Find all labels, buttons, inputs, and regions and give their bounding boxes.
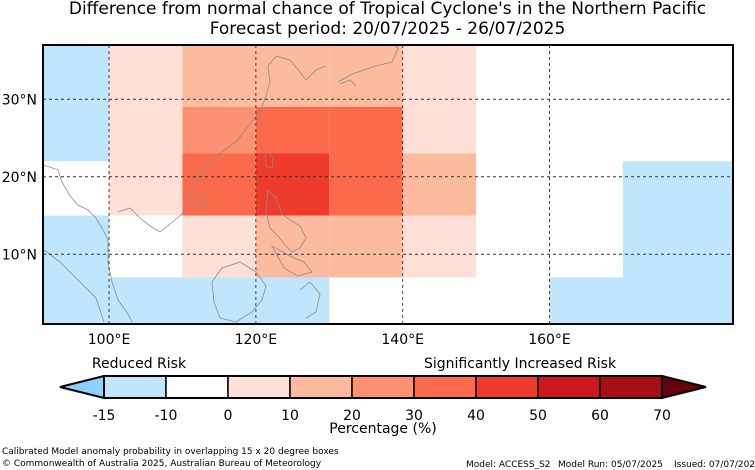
anomaly-cell xyxy=(549,277,733,324)
anomaly-cell xyxy=(402,107,477,154)
anomaly-cell xyxy=(182,107,256,154)
anomaly-cell xyxy=(43,107,110,162)
colorbar-extend-high xyxy=(661,374,707,400)
anomaly-cell xyxy=(622,161,733,278)
colorbar-extend-low xyxy=(59,374,105,400)
anomaly-cell xyxy=(622,45,733,162)
anomaly-cells xyxy=(43,45,733,324)
increased-risk-label: Significantly Increased Risk xyxy=(423,356,617,372)
anomaly-cell xyxy=(109,215,183,278)
colorbar-tick-label: 50 xyxy=(529,408,547,424)
anomaly-cell xyxy=(255,215,330,278)
colorbar-bin xyxy=(351,375,415,399)
colorbar-tick-label: 60 xyxy=(591,408,609,424)
colorbar-tick-label: 70 xyxy=(653,408,671,424)
colorbar-bin xyxy=(537,375,601,399)
anomaly-cell xyxy=(109,45,183,107)
latitude-tick-label: 20°N xyxy=(2,170,37,186)
anomaly-cell xyxy=(402,215,477,278)
map-title-line1: Difference from normal chance of Tropica… xyxy=(68,0,707,19)
anomaly-cell xyxy=(329,45,403,107)
longitude-tick-label: 160°E xyxy=(528,332,571,348)
anomaly-cell xyxy=(109,107,183,216)
colorbar-tick-label: -10 xyxy=(155,408,178,424)
graticule xyxy=(43,45,733,324)
colorbar-frame xyxy=(103,375,663,399)
reduced-risk-label: Reduced Risk xyxy=(91,356,187,372)
anomaly-cell xyxy=(402,45,477,107)
anomaly-cell xyxy=(329,107,403,216)
longitude-tick-label: 140°E xyxy=(381,332,424,348)
colorbar-tick-label: 20 xyxy=(343,408,361,424)
latitude-tick-label: 10°N xyxy=(2,247,37,263)
footer-model: Model: ACCESS_S2 xyxy=(466,460,551,470)
map-title-line2: Forecast period: 20/07/2025 - 26/07/2025 xyxy=(209,19,566,39)
anomaly-cell xyxy=(549,45,623,278)
latitude-tick-label: 30°N xyxy=(2,92,37,108)
colorbar-bin xyxy=(103,375,167,399)
anomaly-cell xyxy=(109,277,330,324)
anomaly-cell xyxy=(255,107,330,154)
coastline-outlines xyxy=(43,45,399,323)
anomaly-cell xyxy=(182,215,256,278)
footer-model-run: Model Run: 05/07/2025 xyxy=(558,460,663,470)
colorbar: -15 -10 0 10 20 30 40 50 60 70 xyxy=(59,374,707,424)
colorbar-bin xyxy=(227,375,291,399)
colorbar-bin xyxy=(165,375,229,399)
colorbar-bin xyxy=(413,375,477,399)
map-frame xyxy=(42,44,734,325)
colorbar-tick-label: 30 xyxy=(405,408,423,424)
anomaly-cell xyxy=(43,215,110,324)
anomaly-cell xyxy=(43,161,110,216)
anomaly-cell xyxy=(182,153,256,216)
anomaly-cell xyxy=(402,153,477,216)
colorbar-tick-label: -15 xyxy=(93,408,116,424)
colorbar-bin xyxy=(599,375,663,399)
colorbar-axis-label: Percentage (%) xyxy=(329,421,437,437)
footer-copyright: © Commonwealth of Australia 2025, Austra… xyxy=(2,459,322,469)
colorbar-tick-label: 40 xyxy=(467,408,485,424)
colorbar-tick-label: 0 xyxy=(224,408,233,424)
colorbar-bin xyxy=(475,375,539,399)
anomaly-cell xyxy=(329,215,403,278)
longitude-tick-label: 120°E xyxy=(235,332,278,348)
anomaly-cell xyxy=(43,45,110,107)
colorbar-bin xyxy=(289,375,353,399)
footer-description: Calibrated Model anomaly probability in … xyxy=(2,447,339,457)
longitude-tick-label: 100°E xyxy=(88,332,131,348)
footer-issued: Issued: 07/07/2025 xyxy=(674,460,755,470)
colorbar-tick-label: 10 xyxy=(281,408,299,424)
anomaly-cell xyxy=(255,153,330,216)
